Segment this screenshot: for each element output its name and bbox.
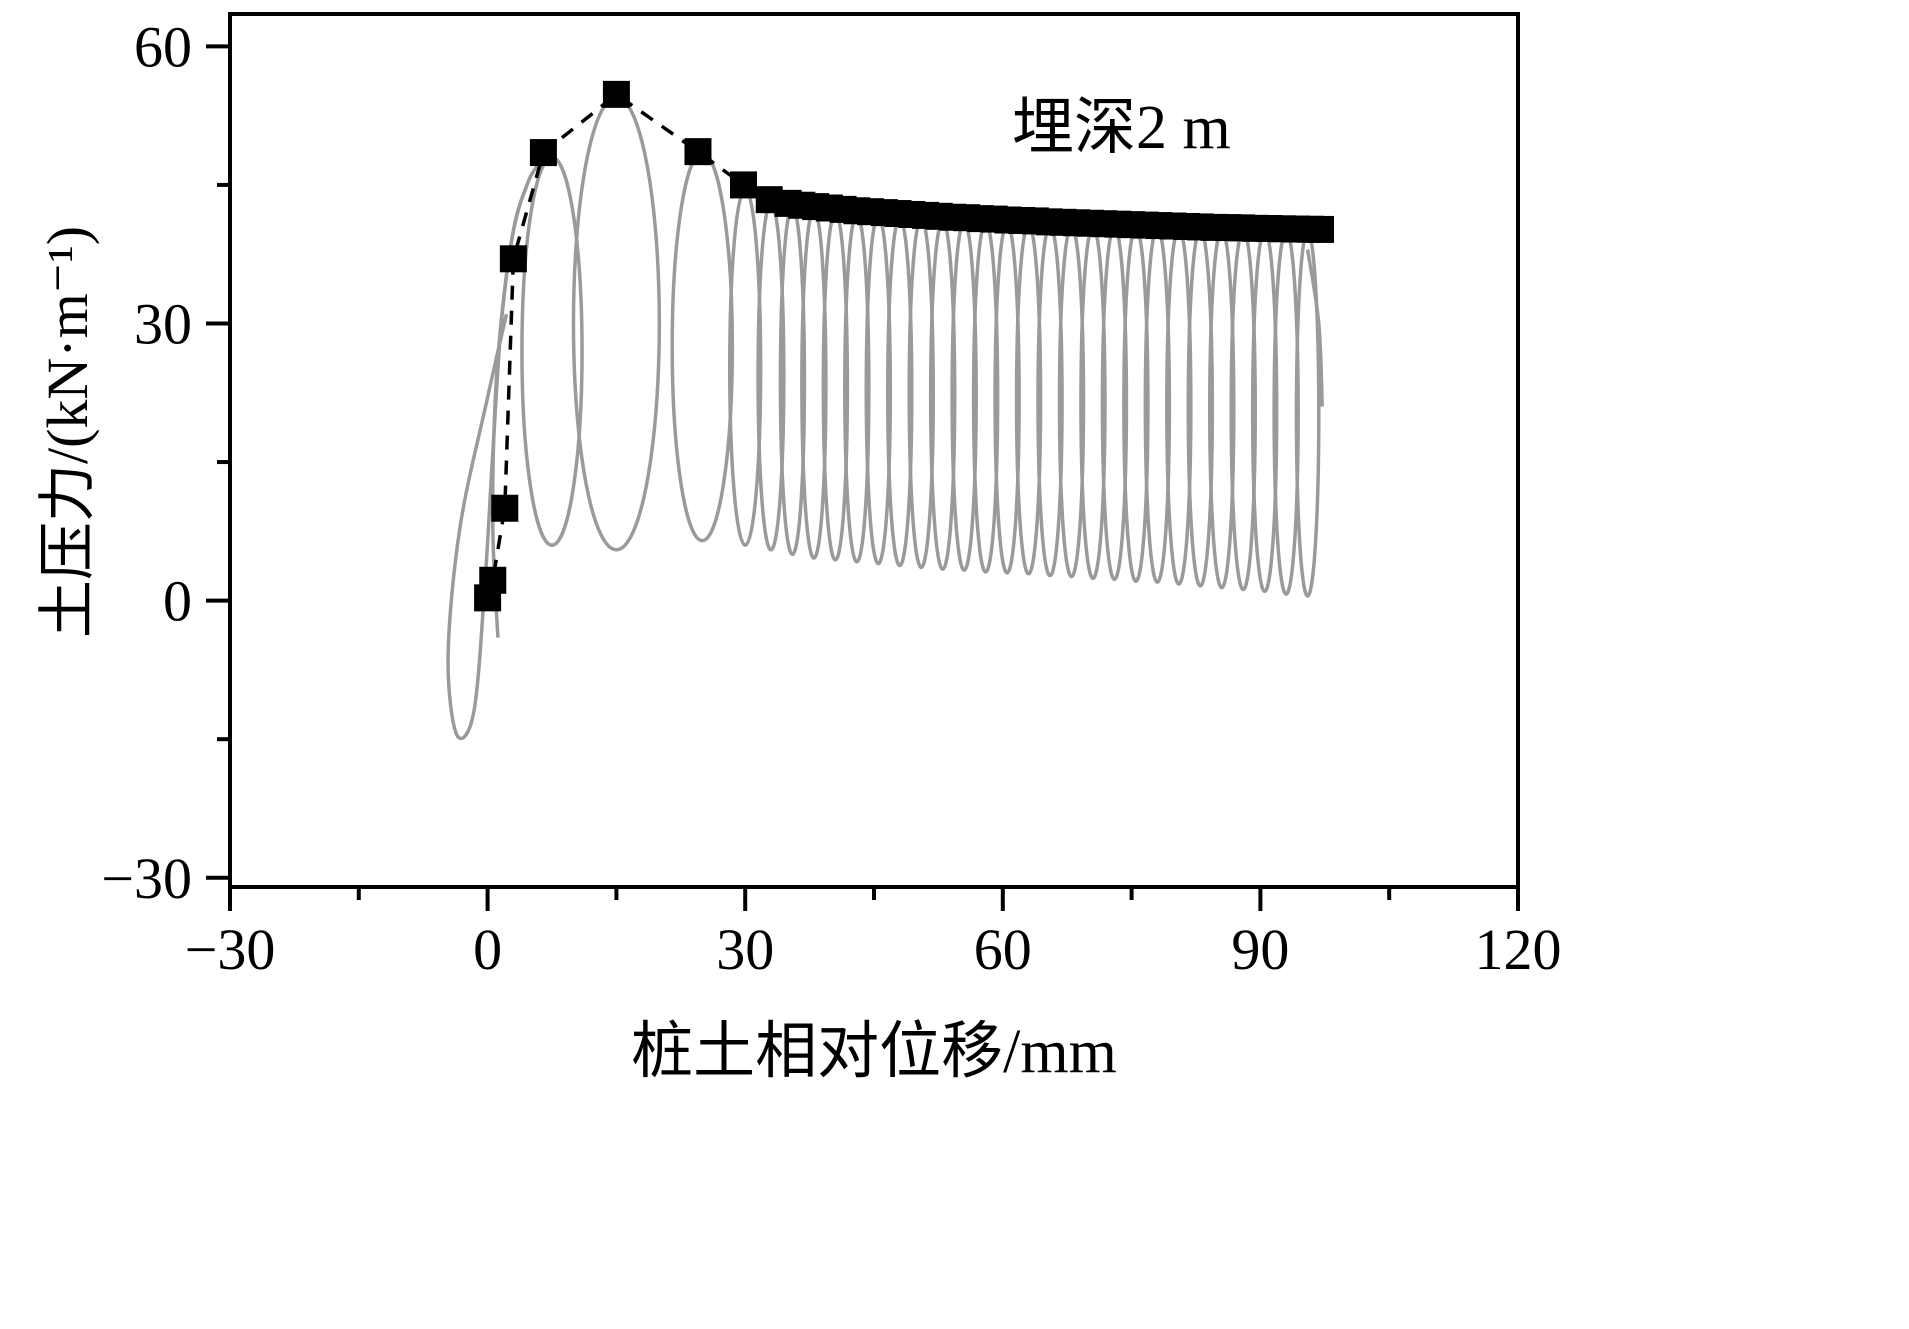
x-tick-label: −30 <box>185 917 276 982</box>
x-tick-label: 0 <box>473 917 502 982</box>
plot-frame <box>228 12 1520 889</box>
envelope-line <box>485 92 1321 599</box>
y-tick-label: 0 <box>163 569 192 634</box>
depth-annotation: 埋深2 m <box>1012 94 1231 162</box>
x-axis-title: 桩土相对位移/mm <box>631 1018 1117 1086</box>
y-tick-label: 30 <box>134 291 192 356</box>
square-marker <box>529 139 557 167</box>
x-tick-label: 30 <box>716 917 774 982</box>
x-tick-label: 90 <box>1231 917 1289 982</box>
square-marker <box>499 245 527 273</box>
y-axis-title: 土压力/(kN·m⁻¹) <box>35 225 100 639</box>
square-marker <box>479 566 507 594</box>
loop-tail <box>1305 249 1324 407</box>
tick-labels: −30 0 30 60 90 120 −30 0 30 60 <box>101 14 1561 982</box>
axes-ticks <box>206 44 1520 911</box>
hysteresis-loop <box>571 95 662 552</box>
x-tick-label: 60 <box>974 917 1032 982</box>
hysteresis-loop <box>727 187 763 547</box>
square-marker <box>491 494 519 522</box>
x-tick-label: 120 <box>1475 917 1562 982</box>
square-marker <box>729 171 757 199</box>
square-marker <box>684 138 712 166</box>
hysteresis-loop <box>670 150 735 543</box>
square-marker <box>1307 215 1335 243</box>
loop-lead-in-2 <box>490 184 529 638</box>
envelope-markers <box>474 80 1335 612</box>
cyclic-loops-series <box>446 95 1324 741</box>
square-marker <box>602 80 630 108</box>
y-tick-label: −30 <box>101 846 192 911</box>
y-tick-label: 60 <box>134 14 192 79</box>
